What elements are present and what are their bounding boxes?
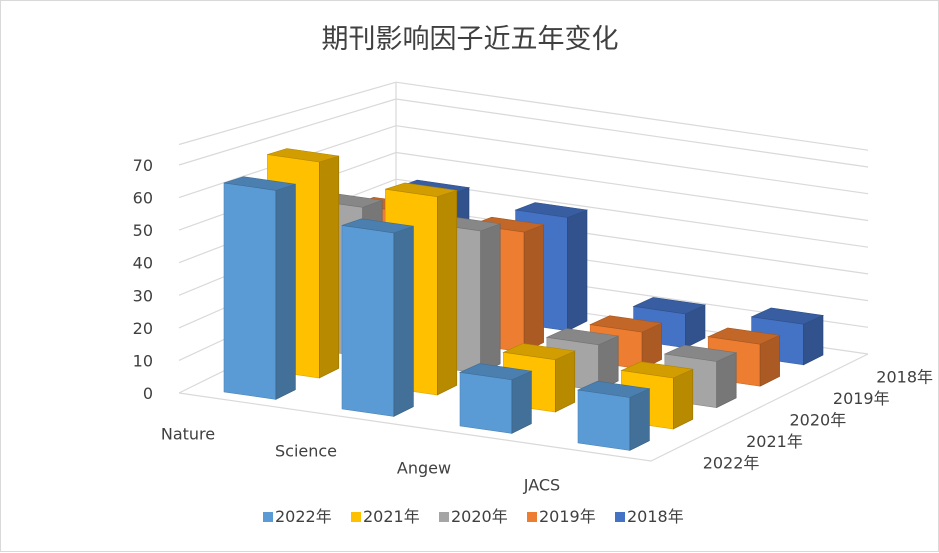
y-tick-label: 10 [133,351,153,370]
bar-top-face [620,361,694,379]
bar-side-face [436,189,458,396]
depth-label: 2020年 [790,411,847,430]
legend-swatch [615,512,625,522]
bar-side-face [567,209,588,332]
bar-side-face [393,225,414,417]
y-tick-label: 20 [133,319,153,338]
legend-swatch [527,512,537,522]
depth-label: 2019年 [833,389,890,408]
bar-front-face [459,371,513,434]
legend-swatch [351,512,361,522]
chart-title: 期刊影响因子近五年变化 [322,24,619,55]
y-axis-ticks: 0 10 20 30 40 50 60 70 [133,156,153,403]
gridline [178,81,869,151]
legend-label: 2021年 [363,507,420,526]
legend-swatch [439,512,449,522]
legend-label: 2022年 [275,507,332,526]
bar [223,176,296,400]
bar-top-face [707,327,781,345]
y-tick-label: 50 [133,221,153,240]
bar-top-face [471,216,545,233]
bar-top-face [663,344,738,362]
y-tick-label: 40 [133,254,153,273]
legend-item: 2021年 [351,507,420,526]
bars [223,148,825,451]
bar-top-face [589,315,663,333]
bar-top-face [502,343,576,361]
legend-item: 2019年 [527,507,596,526]
depth-label: 2018年 [876,368,933,387]
depth-axis-labels: 2022年 2021年 2020年 2019年 2018年 [703,368,933,473]
legend-label: 2019年 [539,507,596,526]
y-tick-label: 60 [133,189,153,208]
category-label: JACS [523,476,560,495]
bar-side-face [554,350,576,413]
bar-side-face [275,183,296,400]
bar-side-face [480,223,501,375]
bar-top-face [632,297,707,315]
bar-side-face [318,155,340,379]
y-tick-label: 70 [133,156,153,175]
category-label: Angew [397,459,451,478]
legend: 2022年 2021年 2020年 2019年 2018年 [263,507,684,526]
bar [341,218,414,417]
legend-item: 2022年 [263,507,332,526]
floor-edge [178,353,869,462]
bar-front-face [341,225,395,417]
bar-top-face [576,380,651,398]
y-tick-label: 0 [143,384,153,403]
legend-label: 2018年 [627,507,684,526]
bar-front-face [577,389,631,451]
category-label: Science [275,442,337,461]
legend-swatch [263,512,273,522]
category-label: Nature [161,425,215,444]
bar-front-face [223,182,277,400]
legend-label: 2020年 [451,507,508,526]
legend-item: 2020年 [439,507,508,526]
depth-label: 2022年 [703,453,760,472]
bar-top-face [223,176,296,191]
bar [458,363,533,434]
bar-top-face [750,307,825,325]
bar-top-face [267,148,339,163]
bar-side-face [629,388,650,451]
bar-top-face [385,182,457,198]
bar-side-face [511,370,532,434]
bar-top-face [458,363,533,381]
bar-side-face [672,368,694,430]
depth-label: 2021年 [746,432,803,451]
y-tick-label: 30 [133,286,153,305]
bar-side-face [523,224,544,353]
bar-side-face [716,352,737,409]
legend-item: 2018年 [615,507,684,526]
bar-top-face [514,202,589,218]
bar-top-face [545,328,620,346]
bar-top-face [341,218,414,234]
category-axis-labels: Nature Science Angew JACS [161,425,560,495]
bar [576,380,651,451]
